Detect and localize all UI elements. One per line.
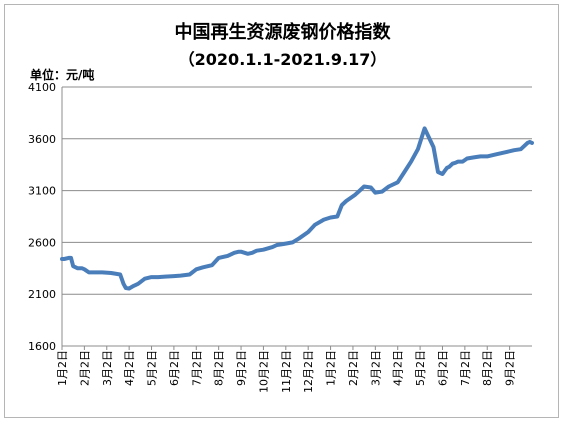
grid-lines <box>62 86 532 347</box>
x-tick-label: 7月2日 <box>190 350 203 386</box>
x-axis: 1月2日 2月2日 3月2日 4月2日 5月2日 6月2日 7月2日 8月2日 9月2日 10月2… <box>56 346 517 393</box>
x-tick-label: 8月2日 <box>481 350 494 386</box>
x-tick-label: 11月2日 <box>280 350 293 393</box>
y-tick-label: 4100 <box>28 81 56 94</box>
x-tick-label: 2月2日 <box>78 350 91 386</box>
series-group <box>60 126 534 291</box>
x-tick-label: 12月2日 <box>302 350 315 393</box>
x-tick-label: 9月2日 <box>504 350 517 386</box>
x-tick-label: 1月2日 <box>325 350 338 386</box>
y-tick-label: 3600 <box>28 133 56 146</box>
chart-frame <box>4 4 559 418</box>
x-tick-label: 4月2日 <box>123 350 136 386</box>
y-axis: 4100 3600 3100 2600 2100 1600 <box>28 81 532 353</box>
x-tick-label: 5月2日 <box>146 350 159 386</box>
x-tick-label: 9月2日 <box>235 350 248 386</box>
y-tick-label: 1600 <box>28 340 56 353</box>
y-tick-label: 2600 <box>28 236 56 249</box>
x-tick-label: 8月2日 <box>213 350 226 386</box>
y-tick-label: 2100 <box>28 288 56 301</box>
x-tick-label: 6月2日 <box>168 350 181 386</box>
x-tick-label: 5月2日 <box>414 350 427 386</box>
chart-subtitle: （2020.1.1-2021.9.17） <box>178 50 387 69</box>
chart-title: 中国再生资源废钢价格指数 <box>174 22 391 43</box>
y-tick-label: 3100 <box>28 185 56 198</box>
x-tick-label: 7月2日 <box>459 350 472 386</box>
x-tick-label: 1月2日 <box>56 350 69 386</box>
x-tick-label: 3月2日 <box>369 350 382 386</box>
unit-label: 单位：元/吨 <box>30 68 95 82</box>
x-tick-label: 2月2日 <box>347 350 360 386</box>
series-line <box>60 126 534 291</box>
x-tick-label: 10月2日 <box>257 350 270 393</box>
x-tick-label: 4月2日 <box>392 350 405 386</box>
x-tick-label: 6月2日 <box>436 350 449 386</box>
x-tick-label: 3月2日 <box>101 350 114 386</box>
